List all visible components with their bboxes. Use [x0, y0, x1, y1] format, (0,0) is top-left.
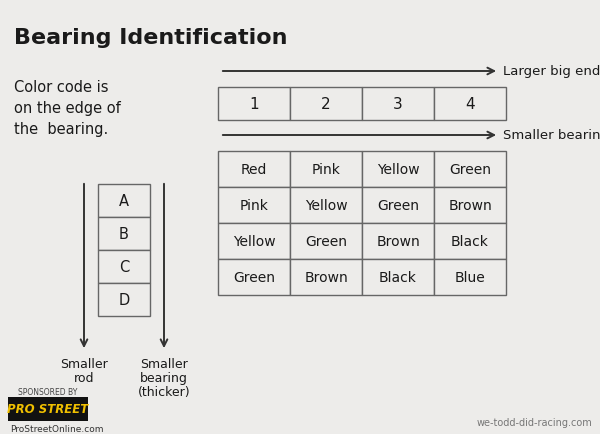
Text: on the edge of: on the edge of [14, 101, 121, 116]
Bar [218, 187, 290, 224]
Text: 4: 4 [465, 97, 475, 112]
Text: Smaller: Smaller [140, 357, 188, 370]
Text: rod: rod [74, 371, 94, 384]
Text: Green: Green [377, 198, 419, 213]
Text: PRO STREET: PRO STREET [7, 403, 89, 415]
Bar [218, 224, 290, 260]
Bar [98, 283, 150, 316]
Bar [98, 217, 150, 250]
Text: Brown: Brown [448, 198, 492, 213]
Bar [434, 187, 506, 224]
Bar [290, 260, 362, 295]
Bar [362, 88, 434, 121]
Text: Brown: Brown [376, 234, 420, 248]
Bar [362, 260, 434, 295]
Text: 2: 2 [321, 97, 331, 112]
Text: C: C [119, 260, 129, 274]
Text: Color code is: Color code is [14, 80, 109, 95]
Bar [8, 397, 88, 421]
Text: Green: Green [449, 163, 491, 177]
Text: D: D [118, 293, 130, 307]
Bar [98, 250, 150, 283]
Text: Black: Black [379, 270, 417, 284]
Bar [98, 184, 150, 217]
Text: A: A [119, 194, 129, 208]
Text: 1: 1 [249, 97, 259, 112]
Bar [218, 260, 290, 295]
Bar [362, 187, 434, 224]
Bar [434, 88, 506, 121]
Text: Smaller bearing (thicker): Smaller bearing (thicker) [503, 129, 600, 142]
Text: bearing: bearing [140, 371, 188, 384]
Text: Blue: Blue [455, 270, 485, 284]
Text: Bearing Identification: Bearing Identification [14, 28, 287, 48]
Text: we-todd-did-racing.com: we-todd-did-racing.com [476, 417, 592, 427]
Bar [290, 88, 362, 121]
Text: the  bearing.: the bearing. [14, 122, 108, 137]
Text: Yellow: Yellow [233, 234, 275, 248]
Text: Black: Black [451, 234, 489, 248]
Text: 3: 3 [393, 97, 403, 112]
Text: B: B [119, 227, 129, 241]
Text: Yellow: Yellow [377, 163, 419, 177]
Text: Green: Green [233, 270, 275, 284]
Text: Green: Green [305, 234, 347, 248]
Bar [218, 151, 290, 187]
Text: ProStreetOnline.com: ProStreetOnline.com [10, 424, 104, 433]
Bar [362, 151, 434, 187]
Text: SPONSORED BY: SPONSORED BY [19, 387, 77, 396]
Bar [434, 151, 506, 187]
Bar [434, 260, 506, 295]
Bar [434, 224, 506, 260]
Bar [290, 187, 362, 224]
Text: Larger big end bore: Larger big end bore [503, 66, 600, 78]
Text: Brown: Brown [304, 270, 348, 284]
Text: Pink: Pink [311, 163, 340, 177]
Text: Yellow: Yellow [305, 198, 347, 213]
Bar [290, 151, 362, 187]
Bar [218, 88, 290, 121]
Text: Pink: Pink [239, 198, 268, 213]
Bar [290, 224, 362, 260]
Text: (thicker): (thicker) [137, 385, 190, 398]
Bar [362, 224, 434, 260]
Text: Red: Red [241, 163, 267, 177]
Text: Smaller: Smaller [60, 357, 108, 370]
